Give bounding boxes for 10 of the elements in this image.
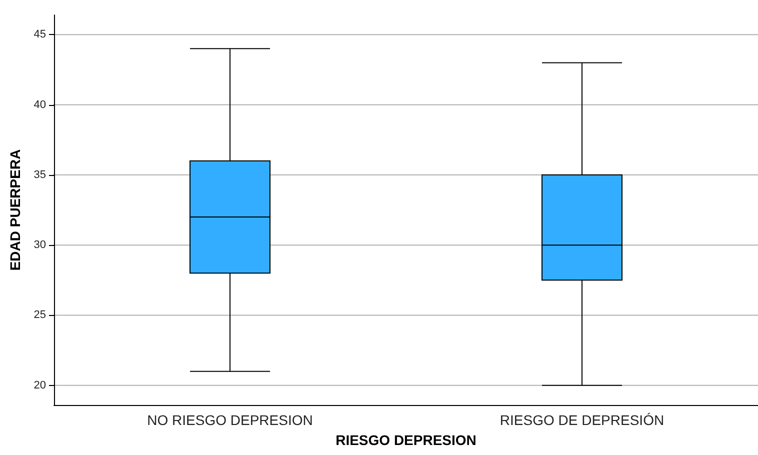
y-tick-label: 45 xyxy=(34,28,46,41)
y-axis-title: EDAD PUERPERA xyxy=(7,149,23,271)
y-tick-label: 25 xyxy=(34,309,46,322)
y-tick-label: 30 xyxy=(34,239,46,252)
x-tick-label: RIESGO DE DEPRESIÓN xyxy=(500,412,664,428)
y-tick-label: 40 xyxy=(34,98,46,111)
y-tick-label: 35 xyxy=(34,168,46,181)
x-tick-label: NO RIESGO DEPRESION xyxy=(147,412,313,428)
x-axis-title: RIESGO DEPRESION xyxy=(336,432,476,448)
y-tick-label: 20 xyxy=(34,379,46,392)
